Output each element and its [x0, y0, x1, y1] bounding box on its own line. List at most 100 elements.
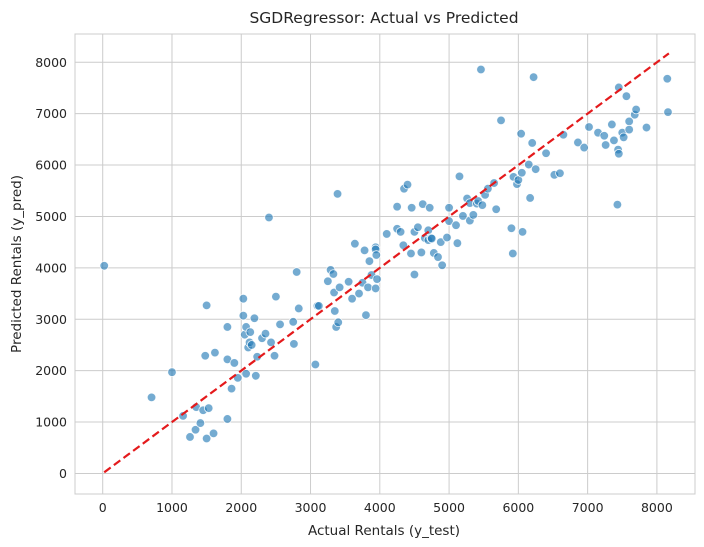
data-point: [328, 269, 339, 279]
data-point: [541, 148, 551, 158]
data-point: [333, 317, 343, 328]
y-axis-label: Predicted Rentals (y_pred): [9, 175, 25, 353]
data-point: [468, 210, 479, 220]
data-point: [314, 301, 324, 311]
x-tick-label: 1000: [156, 500, 188, 515]
data-point: [334, 282, 345, 293]
data-point: [195, 418, 206, 428]
x-tick-label: 2000: [225, 500, 257, 515]
x-tick-label: 3000: [295, 500, 327, 515]
data-point: [249, 313, 260, 323]
data-point: [614, 149, 624, 159]
data-point: [372, 274, 382, 284]
x-axis-label: Actual Rentals (y_test): [308, 523, 460, 539]
data-point: [347, 293, 357, 304]
x-tick-label: 5000: [433, 500, 465, 515]
data-point: [294, 303, 304, 314]
data-point: [264, 212, 274, 223]
data-point: [555, 168, 565, 178]
y-tick-label: 8000: [35, 55, 67, 70]
data-point: [454, 171, 465, 182]
data-point: [238, 293, 249, 304]
data-point: [343, 277, 354, 287]
data-point: [427, 233, 437, 244]
data-point: [395, 227, 406, 237]
x-tick-label: 8000: [641, 500, 673, 515]
data-point: [226, 383, 237, 394]
data-point: [178, 411, 188, 421]
data-point: [612, 199, 623, 210]
data-point: [271, 291, 281, 302]
data-point: [275, 319, 285, 330]
data-point: [201, 300, 212, 311]
data-point: [525, 193, 535, 203]
data-point: [663, 107, 673, 117]
data-point: [607, 119, 617, 130]
x-axis-ticks: 0 1000 2000 3000 4000 5000 6000 7000 8000: [99, 500, 673, 515]
data-point: [491, 204, 501, 214]
data-point: [203, 403, 214, 413]
data-point: [496, 115, 506, 126]
grid-lines: [75, 34, 695, 494]
y-tick-label: 3000: [35, 312, 67, 327]
data-point: [361, 310, 371, 320]
data-point: [332, 189, 343, 199]
y-tick-label: 0: [59, 466, 67, 481]
data-point: [222, 414, 233, 424]
data-point: [662, 74, 672, 84]
data-point: [370, 283, 381, 294]
data-point: [573, 137, 583, 148]
data-point: [641, 122, 652, 133]
y-tick-label: 6000: [35, 158, 67, 173]
data-point: [631, 104, 641, 115]
data-point: [517, 227, 528, 237]
data-point: [618, 132, 629, 143]
data-point: [413, 222, 423, 232]
data-point: [229, 358, 240, 368]
data-point: [508, 248, 518, 259]
data-point: [409, 269, 420, 280]
data-point: [238, 310, 249, 321]
data-point: [477, 200, 488, 210]
data-point: [599, 131, 609, 141]
data-point: [600, 140, 611, 150]
data-point: [210, 347, 220, 358]
data-point: [424, 203, 435, 213]
data-point: [476, 64, 486, 75]
data-point: [444, 203, 454, 213]
data-point: [442, 232, 452, 243]
data-point: [528, 72, 539, 82]
data-point: [310, 359, 321, 370]
data-point: [350, 238, 360, 249]
x-tick-label: 6000: [502, 500, 534, 515]
data-point: [451, 220, 461, 230]
x-tick-label: 7000: [572, 500, 604, 515]
data-point: [452, 238, 463, 248]
data-point: [323, 276, 333, 286]
x-tick-label: 4000: [364, 500, 396, 515]
data-point: [146, 392, 157, 403]
y-tick-label: 2000: [35, 363, 67, 378]
y-tick-label: 7000: [35, 106, 67, 121]
data-point: [433, 252, 443, 262]
data-point: [260, 328, 271, 339]
data-point: [167, 367, 177, 377]
data-point: [516, 129, 526, 139]
y-tick-label: 4000: [35, 260, 67, 275]
data-point: [241, 369, 251, 379]
data-point: [363, 282, 373, 293]
data-point: [506, 223, 517, 233]
data-point: [524, 159, 534, 170]
data-point: [609, 135, 619, 146]
data-point: [624, 124, 634, 135]
data-point: [269, 351, 280, 361]
data-point: [382, 229, 392, 239]
data-point: [251, 371, 261, 381]
data-point: [354, 288, 364, 299]
data-point: [364, 256, 375, 266]
data-point: [517, 168, 527, 178]
x-tick-label: 0: [99, 500, 107, 515]
data-point: [201, 433, 212, 444]
data-point: [208, 428, 219, 439]
